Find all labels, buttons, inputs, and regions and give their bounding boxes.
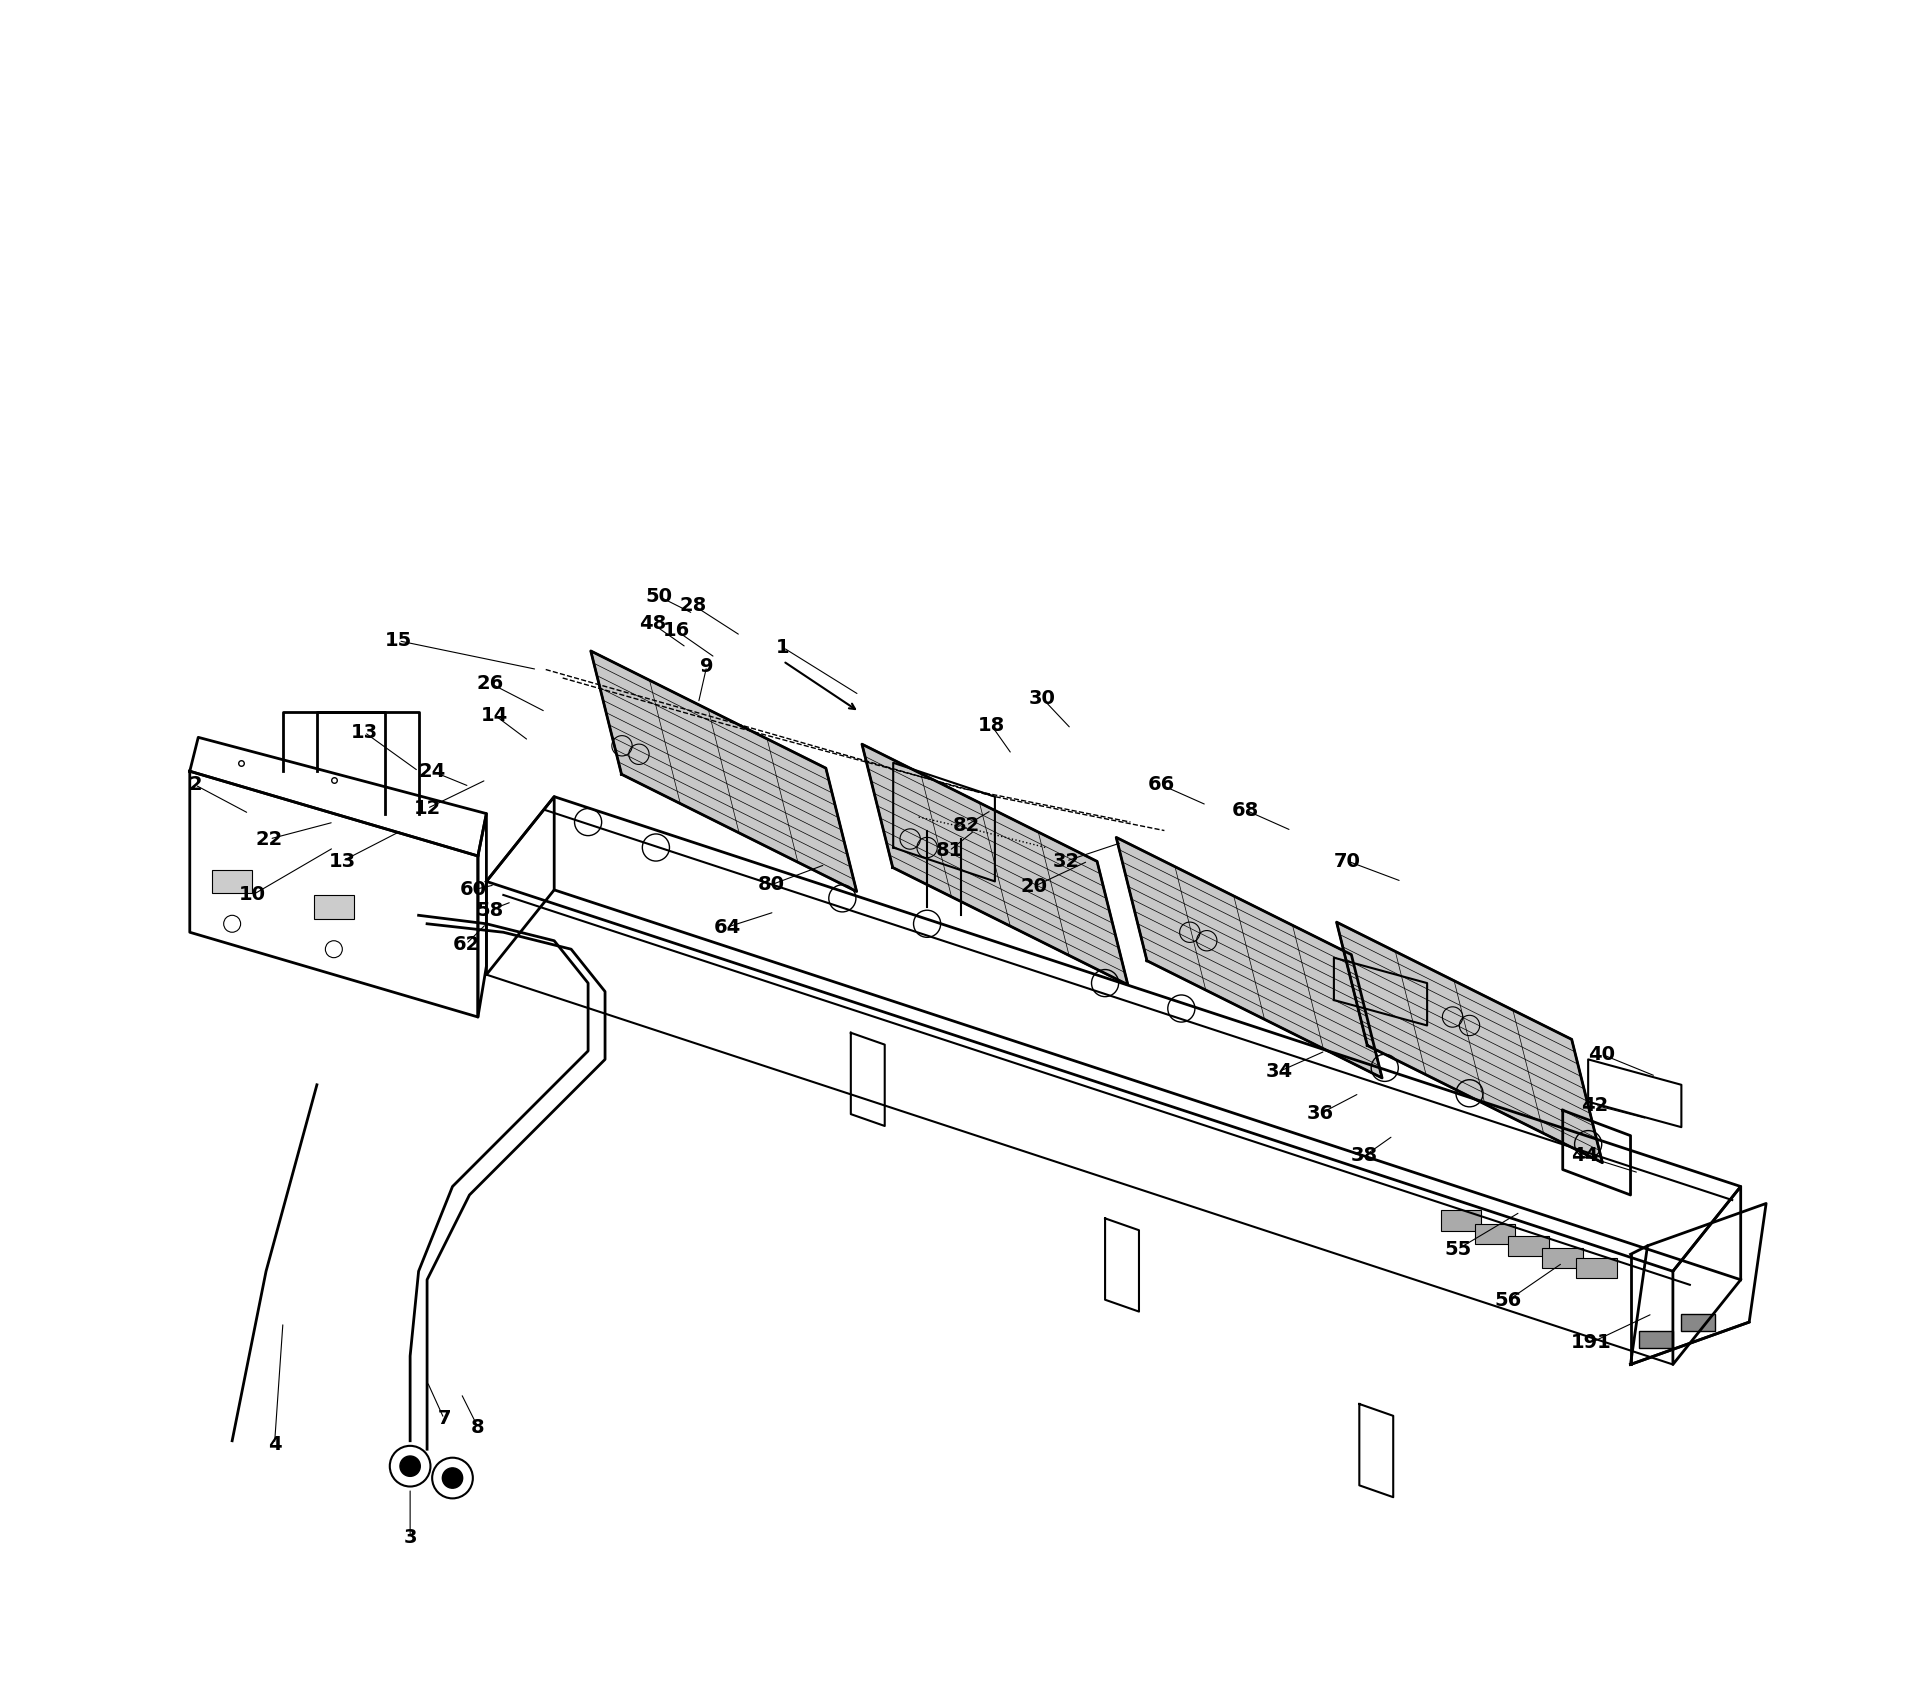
Text: 66: 66 — [1147, 775, 1174, 795]
Polygon shape — [1117, 837, 1382, 1078]
Polygon shape — [590, 651, 857, 892]
Text: 26: 26 — [477, 673, 504, 693]
Text: 82: 82 — [953, 815, 980, 836]
Polygon shape — [211, 870, 252, 893]
Text: 13: 13 — [329, 851, 356, 871]
Text: 64: 64 — [713, 917, 740, 937]
Polygon shape — [1541, 1248, 1584, 1268]
Text: 68: 68 — [1232, 800, 1259, 820]
Circle shape — [442, 1468, 463, 1488]
Text: 44: 44 — [1570, 1146, 1599, 1166]
Circle shape — [400, 1456, 421, 1476]
Text: 38: 38 — [1351, 1146, 1378, 1166]
Text: 70: 70 — [1334, 851, 1361, 871]
Polygon shape — [1442, 1210, 1482, 1231]
Text: 55: 55 — [1443, 1239, 1470, 1259]
Text: 12: 12 — [413, 798, 440, 819]
Text: 22: 22 — [256, 829, 283, 849]
Polygon shape — [1474, 1224, 1515, 1244]
Polygon shape — [1336, 922, 1603, 1163]
Text: 48: 48 — [638, 614, 667, 634]
Polygon shape — [1576, 1258, 1616, 1278]
Text: 40: 40 — [1588, 1044, 1614, 1064]
Text: 30: 30 — [1028, 688, 1055, 709]
Polygon shape — [313, 895, 354, 919]
Text: 13: 13 — [352, 722, 379, 742]
Text: 1: 1 — [776, 637, 790, 658]
Text: 50: 50 — [646, 586, 673, 607]
Text: 58: 58 — [477, 900, 504, 920]
Text: 56: 56 — [1495, 1290, 1522, 1310]
Text: 15: 15 — [384, 631, 411, 651]
Text: 191: 191 — [1570, 1332, 1613, 1353]
Text: 8: 8 — [471, 1417, 484, 1437]
Text: 18: 18 — [978, 715, 1005, 736]
Text: 3: 3 — [404, 1527, 417, 1548]
Text: 4: 4 — [267, 1434, 281, 1454]
Text: 24: 24 — [419, 761, 446, 781]
Text: 2: 2 — [188, 775, 202, 795]
Text: 28: 28 — [680, 595, 707, 615]
Polygon shape — [1639, 1331, 1672, 1348]
Text: 14: 14 — [480, 705, 509, 725]
Text: 80: 80 — [757, 875, 784, 895]
Text: 7: 7 — [438, 1409, 452, 1429]
Text: 10: 10 — [238, 885, 265, 905]
Text: 16: 16 — [663, 620, 690, 641]
Text: 42: 42 — [1582, 1095, 1609, 1115]
Polygon shape — [861, 744, 1128, 985]
Polygon shape — [1682, 1314, 1714, 1331]
Text: 62: 62 — [452, 934, 480, 954]
Text: 32: 32 — [1053, 851, 1080, 871]
Text: 34: 34 — [1267, 1061, 1294, 1081]
Polygon shape — [1509, 1236, 1549, 1256]
Text: 60: 60 — [459, 880, 486, 900]
Text: 20: 20 — [1021, 876, 1047, 897]
Text: 9: 9 — [700, 656, 713, 676]
Text: 81: 81 — [936, 841, 963, 861]
Text: 36: 36 — [1307, 1103, 1334, 1124]
